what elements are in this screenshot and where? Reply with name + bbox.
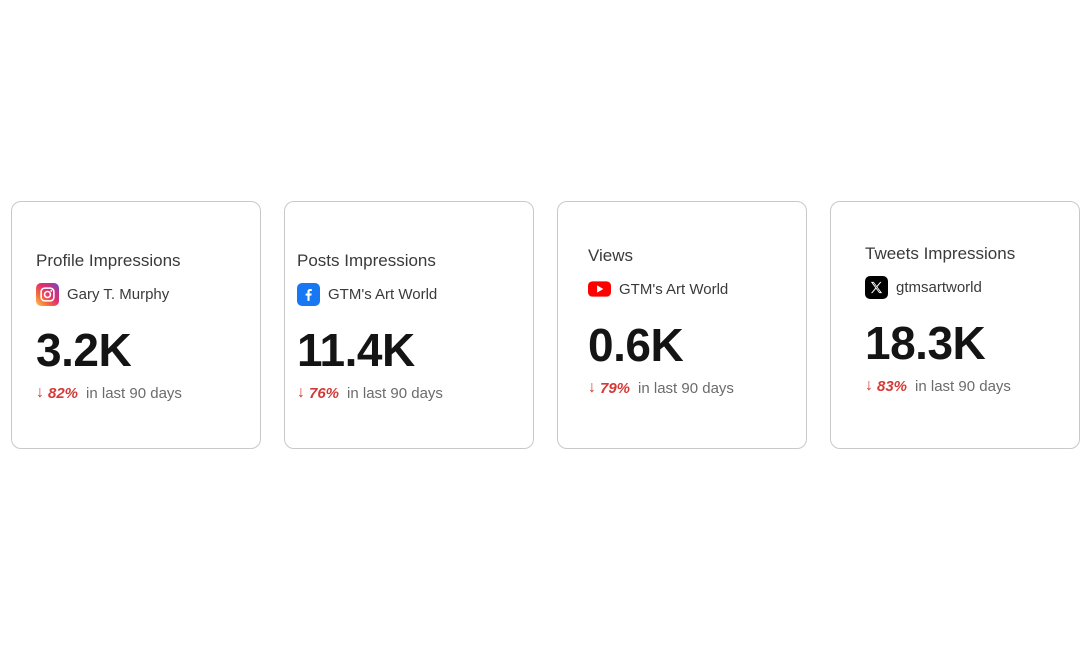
- account-row: GTM's Art World: [588, 277, 794, 301]
- change-percent: 76%: [309, 384, 340, 402]
- instagram-icon: [36, 282, 59, 306]
- account-name: GTM's Art World: [619, 280, 729, 298]
- trend-row: ↓ 79% in last 90 days: [588, 379, 794, 397]
- change-percent: 83%: [877, 377, 908, 395]
- youtube-icon: [588, 278, 611, 301]
- account-row: gtmsartworld: [865, 275, 1067, 299]
- period-label: in last 90 days: [915, 377, 1011, 395]
- account-row: GTM's Art World: [297, 282, 521, 306]
- trend-row: ↓ 82% in last 90 days: [36, 384, 248, 402]
- metric-value: 11.4K: [297, 324, 415, 376]
- account-name: GTM's Art World: [328, 285, 438, 303]
- arrow-down-icon: ↓: [297, 384, 305, 401]
- profile-impressions-card: Profile Impressions Gary T. Murphy 3.2K …: [11, 201, 261, 449]
- period-label: in last 90 days: [347, 384, 443, 402]
- change-percent: 79%: [600, 379, 631, 397]
- card-title: Views: [588, 246, 634, 265]
- trend-row: ↓ 76% in last 90 days: [297, 384, 521, 402]
- metric-value: 0.6K: [588, 319, 684, 371]
- account-name: gtmsartworld: [896, 278, 982, 296]
- card-title: Tweets Impressions: [865, 244, 1016, 263]
- period-label: in last 90 days: [638, 379, 734, 397]
- arrow-down-icon: ↓: [588, 379, 596, 396]
- account-name: Gary T. Murphy: [67, 285, 170, 303]
- arrow-down-icon: ↓: [865, 377, 873, 394]
- change-percent: 82%: [48, 384, 79, 402]
- metric-value: 3.2K: [36, 324, 132, 376]
- facebook-icon: [297, 282, 320, 306]
- arrow-down-icon: ↓: [36, 384, 44, 401]
- period-label: in last 90 days: [86, 384, 182, 402]
- views-card: Views GTM's Art World 0.6K ↓ 79% in last…: [557, 201, 807, 449]
- trend-row: ↓ 83% in last 90 days: [865, 377, 1067, 395]
- x-icon: [865, 275, 888, 299]
- posts-impressions-card: Posts Impressions GTM's Art World 11.4K …: [284, 201, 534, 449]
- tweets-impressions-card: Tweets Impressions gtmsartworld 18.3K ↓ …: [830, 201, 1080, 449]
- metric-value: 18.3K: [865, 317, 986, 369]
- card-title: Profile Impressions: [36, 251, 181, 270]
- account-row: Gary T. Murphy: [36, 282, 248, 306]
- card-title: Posts Impressions: [297, 251, 436, 270]
